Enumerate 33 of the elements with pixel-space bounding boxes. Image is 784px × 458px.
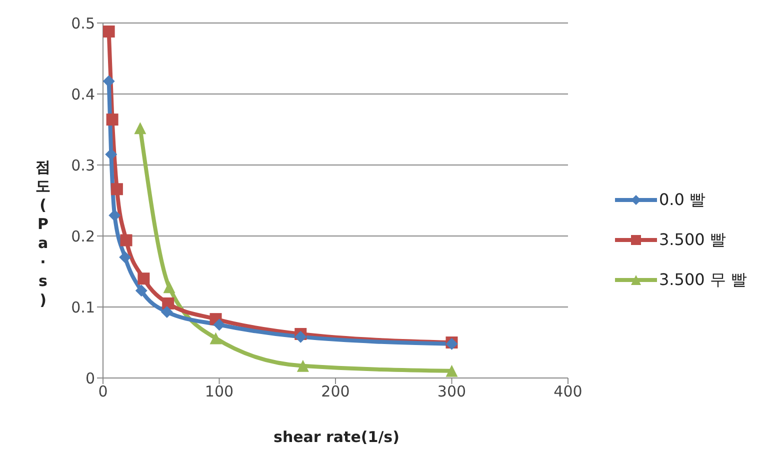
point — [135, 284, 148, 297]
y-tick-label: 0.5 — [71, 14, 95, 32]
point — [108, 209, 121, 222]
legend-label: 0.0 빨 — [659, 190, 706, 210]
x-tick-label: 100 — [204, 382, 234, 401]
point — [162, 297, 174, 310]
point — [213, 318, 226, 331]
point — [296, 360, 309, 372]
point — [103, 26, 115, 38]
point — [294, 330, 307, 343]
y-tick-label: 0.4 — [71, 85, 95, 104]
y-tick-label: 0.2 — [71, 227, 95, 246]
y-tick-label: 0 — [85, 369, 95, 388]
point — [210, 332, 222, 344]
point — [120, 234, 132, 246]
y-tick-label: 0.3 — [71, 156, 95, 174]
point — [138, 272, 150, 285]
legend-label: 3.500 빨 — [659, 230, 726, 250]
x-tick-label: 300 — [437, 382, 466, 401]
x-axis-title: shear rate(1/s) — [272, 428, 400, 446]
point — [446, 364, 458, 377]
y-tick-label: 0.1 — [71, 298, 95, 316]
y-axis-title: 점도(Pa·s) — [34, 158, 52, 310]
point — [110, 183, 123, 196]
point — [119, 251, 132, 264]
legend-label: 3.500 무 빨 — [659, 270, 747, 290]
point — [163, 281, 176, 294]
x-tick-label: 200 — [321, 382, 350, 401]
point — [106, 114, 118, 126]
x-tick-label: 0 — [98, 382, 108, 401]
x-tick-label: 400 — [554, 382, 582, 401]
point — [134, 122, 146, 134]
point — [160, 306, 173, 318]
